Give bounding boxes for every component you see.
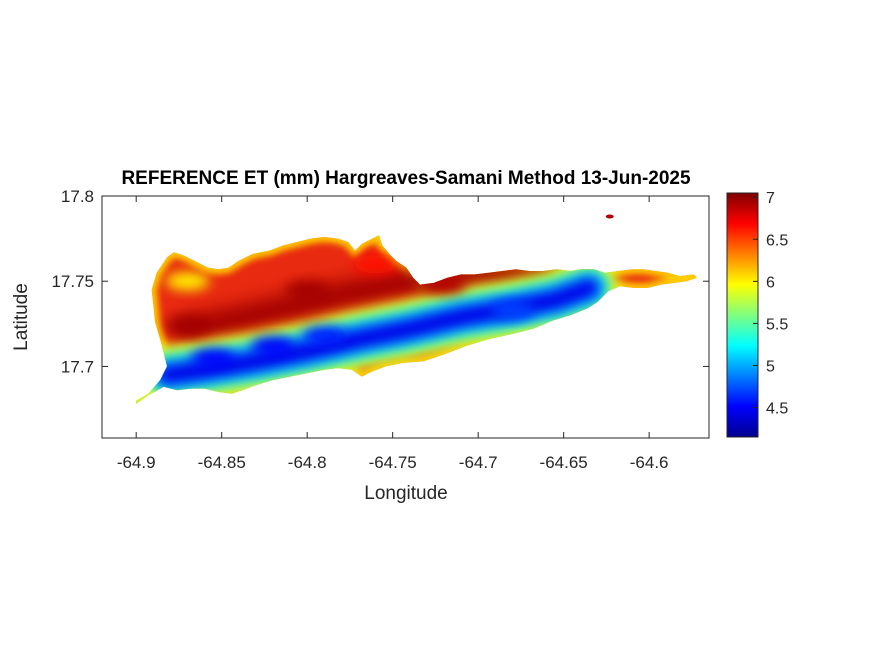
small-islets bbox=[605, 214, 614, 219]
et-patch-4 bbox=[165, 316, 210, 335]
colorbar-ticks: 7 6.5 6 5.5 5 4.5 bbox=[753, 190, 788, 418]
colorbar-tick-label: 7 bbox=[766, 190, 775, 207]
x-tick-label: -64.65 bbox=[540, 453, 588, 472]
et-patch-9 bbox=[136, 391, 159, 404]
et-field bbox=[136, 235, 697, 404]
x-axis-label: Longitude bbox=[364, 483, 447, 504]
x-tick-label: -64.75 bbox=[369, 453, 417, 472]
x-tick-label: -64.85 bbox=[198, 453, 246, 472]
x-tick-label: -64.9 bbox=[117, 453, 156, 472]
x-tick-label: -64.8 bbox=[288, 453, 327, 472]
et-raster bbox=[136, 214, 697, 404]
valley-band-core bbox=[158, 279, 599, 384]
colorbar: 7 6.5 6 5.5 5 4.5 bbox=[726, 190, 788, 438]
et-patch-2 bbox=[422, 275, 466, 294]
x-tick-label: -64.7 bbox=[459, 453, 498, 472]
et-patch-6 bbox=[251, 337, 295, 355]
x-tick-label: -64.6 bbox=[630, 453, 669, 472]
et-patch-7 bbox=[302, 326, 347, 345]
et-patch-1 bbox=[353, 255, 398, 274]
y-tick-label: 17.75 bbox=[51, 272, 94, 291]
y-tick-label: 17.7 bbox=[61, 357, 94, 376]
colorbar-tick-label: 4.5 bbox=[766, 401, 788, 418]
colorbar-tick-label: 6.5 bbox=[766, 232, 788, 249]
colorbar-tick-label: 5.5 bbox=[766, 316, 788, 333]
colorbar-tick-label: 5 bbox=[766, 358, 775, 375]
axes-box bbox=[101, 195, 710, 439]
ridge-band bbox=[174, 263, 560, 342]
colorbar-tick-label: 6 bbox=[766, 274, 775, 291]
et-patch-8 bbox=[490, 301, 535, 320]
et-patch-0 bbox=[165, 272, 210, 291]
x-axis: -64.9 -64.85 -64.8 -64.75 -64.7 -64.65 -64.6 bbox=[117, 196, 669, 472]
colorbar-gradient bbox=[727, 193, 758, 437]
y-axis: 17.8 17.75 17.7 bbox=[51, 187, 709, 376]
chart-title: REFERENCE ET (mm) Hargreaves-Samani Meth… bbox=[121, 168, 691, 189]
et-patch-5 bbox=[191, 348, 236, 367]
colorbar-frame bbox=[726, 192, 759, 438]
islet-10 bbox=[605, 214, 614, 219]
y-tick-label: 17.8 bbox=[61, 187, 94, 206]
y-axis-label: Latitude bbox=[11, 283, 32, 351]
et-patch-3 bbox=[285, 280, 330, 299]
